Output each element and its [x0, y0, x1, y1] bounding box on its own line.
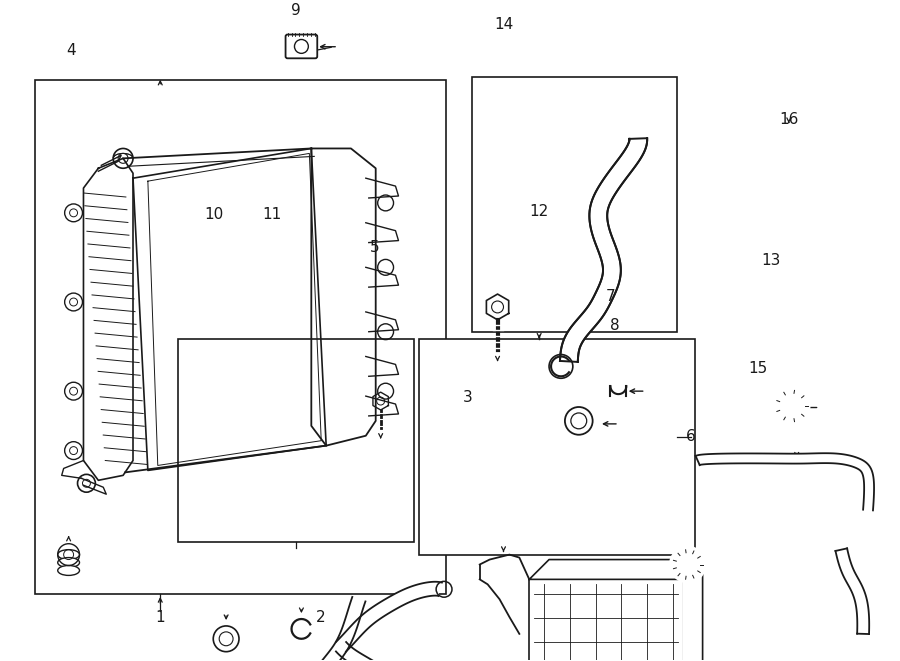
Bar — [418, 338, 695, 555]
FancyBboxPatch shape — [285, 34, 318, 58]
Bar — [529, 580, 683, 661]
Polygon shape — [835, 549, 869, 634]
Text: 4: 4 — [67, 43, 76, 58]
Polygon shape — [336, 582, 442, 652]
Polygon shape — [529, 560, 703, 580]
Text: 11: 11 — [262, 207, 282, 222]
Ellipse shape — [58, 558, 79, 568]
Polygon shape — [683, 560, 703, 661]
Text: 13: 13 — [761, 253, 780, 268]
Bar — [35, 80, 446, 594]
Text: 1: 1 — [156, 609, 165, 625]
Text: 14: 14 — [494, 17, 513, 32]
Text: 6: 6 — [686, 430, 696, 444]
Text: 15: 15 — [748, 361, 767, 375]
Bar — [472, 77, 678, 332]
Text: 12: 12 — [529, 204, 549, 219]
Polygon shape — [696, 453, 874, 510]
Circle shape — [774, 388, 810, 424]
Text: 8: 8 — [610, 318, 620, 333]
Text: 9: 9 — [291, 3, 301, 18]
Ellipse shape — [58, 566, 79, 576]
Text: 7: 7 — [606, 289, 616, 303]
Text: 16: 16 — [779, 112, 798, 127]
Text: 2: 2 — [316, 609, 326, 625]
Circle shape — [670, 547, 706, 582]
Polygon shape — [209, 597, 365, 661]
Bar — [178, 338, 414, 542]
Polygon shape — [560, 138, 647, 362]
Circle shape — [778, 392, 806, 420]
Polygon shape — [336, 642, 449, 661]
Text: 10: 10 — [204, 207, 223, 222]
Ellipse shape — [58, 550, 79, 560]
Text: 5: 5 — [369, 239, 379, 254]
Text: 3: 3 — [463, 390, 473, 405]
